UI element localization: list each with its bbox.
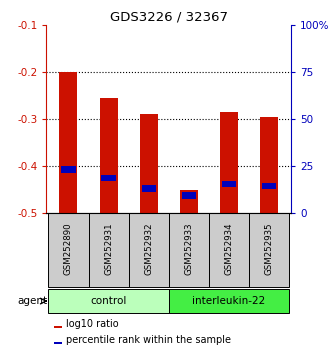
Bar (222, 181, 236, 187)
Text: interleukin-22: interleukin-22 (192, 296, 266, 306)
Text: GSM252935: GSM252935 (265, 222, 274, 275)
Bar (260, 116, 278, 213)
Bar (169, 213, 209, 287)
Bar (88, 213, 129, 287)
Text: agent: agent (17, 296, 47, 306)
Bar (262, 183, 276, 189)
Text: GSM252934: GSM252934 (224, 222, 234, 275)
Bar (59, 72, 77, 213)
Bar (220, 112, 238, 213)
Bar (48, 213, 88, 287)
Bar (180, 190, 198, 213)
Text: GSM252933: GSM252933 (184, 222, 193, 275)
Text: GSM252931: GSM252931 (104, 222, 113, 275)
Bar (140, 114, 158, 213)
Bar (101, 175, 116, 181)
Bar (182, 192, 196, 199)
Text: log10 ratio: log10 ratio (67, 319, 119, 329)
Bar (48, 289, 169, 313)
Text: control: control (90, 296, 127, 306)
Text: GSM252890: GSM252890 (64, 222, 73, 275)
Bar (169, 289, 289, 313)
Bar (54, 342, 62, 344)
Bar (142, 185, 156, 192)
Text: percentile rank within the sample: percentile rank within the sample (67, 335, 231, 345)
Bar (61, 166, 76, 173)
Bar (249, 213, 289, 287)
Bar (209, 213, 249, 287)
Bar (54, 326, 62, 328)
Bar (100, 98, 118, 213)
Text: GSM252932: GSM252932 (144, 222, 153, 275)
Bar (129, 213, 169, 287)
Title: GDS3226 / 32367: GDS3226 / 32367 (110, 11, 228, 24)
